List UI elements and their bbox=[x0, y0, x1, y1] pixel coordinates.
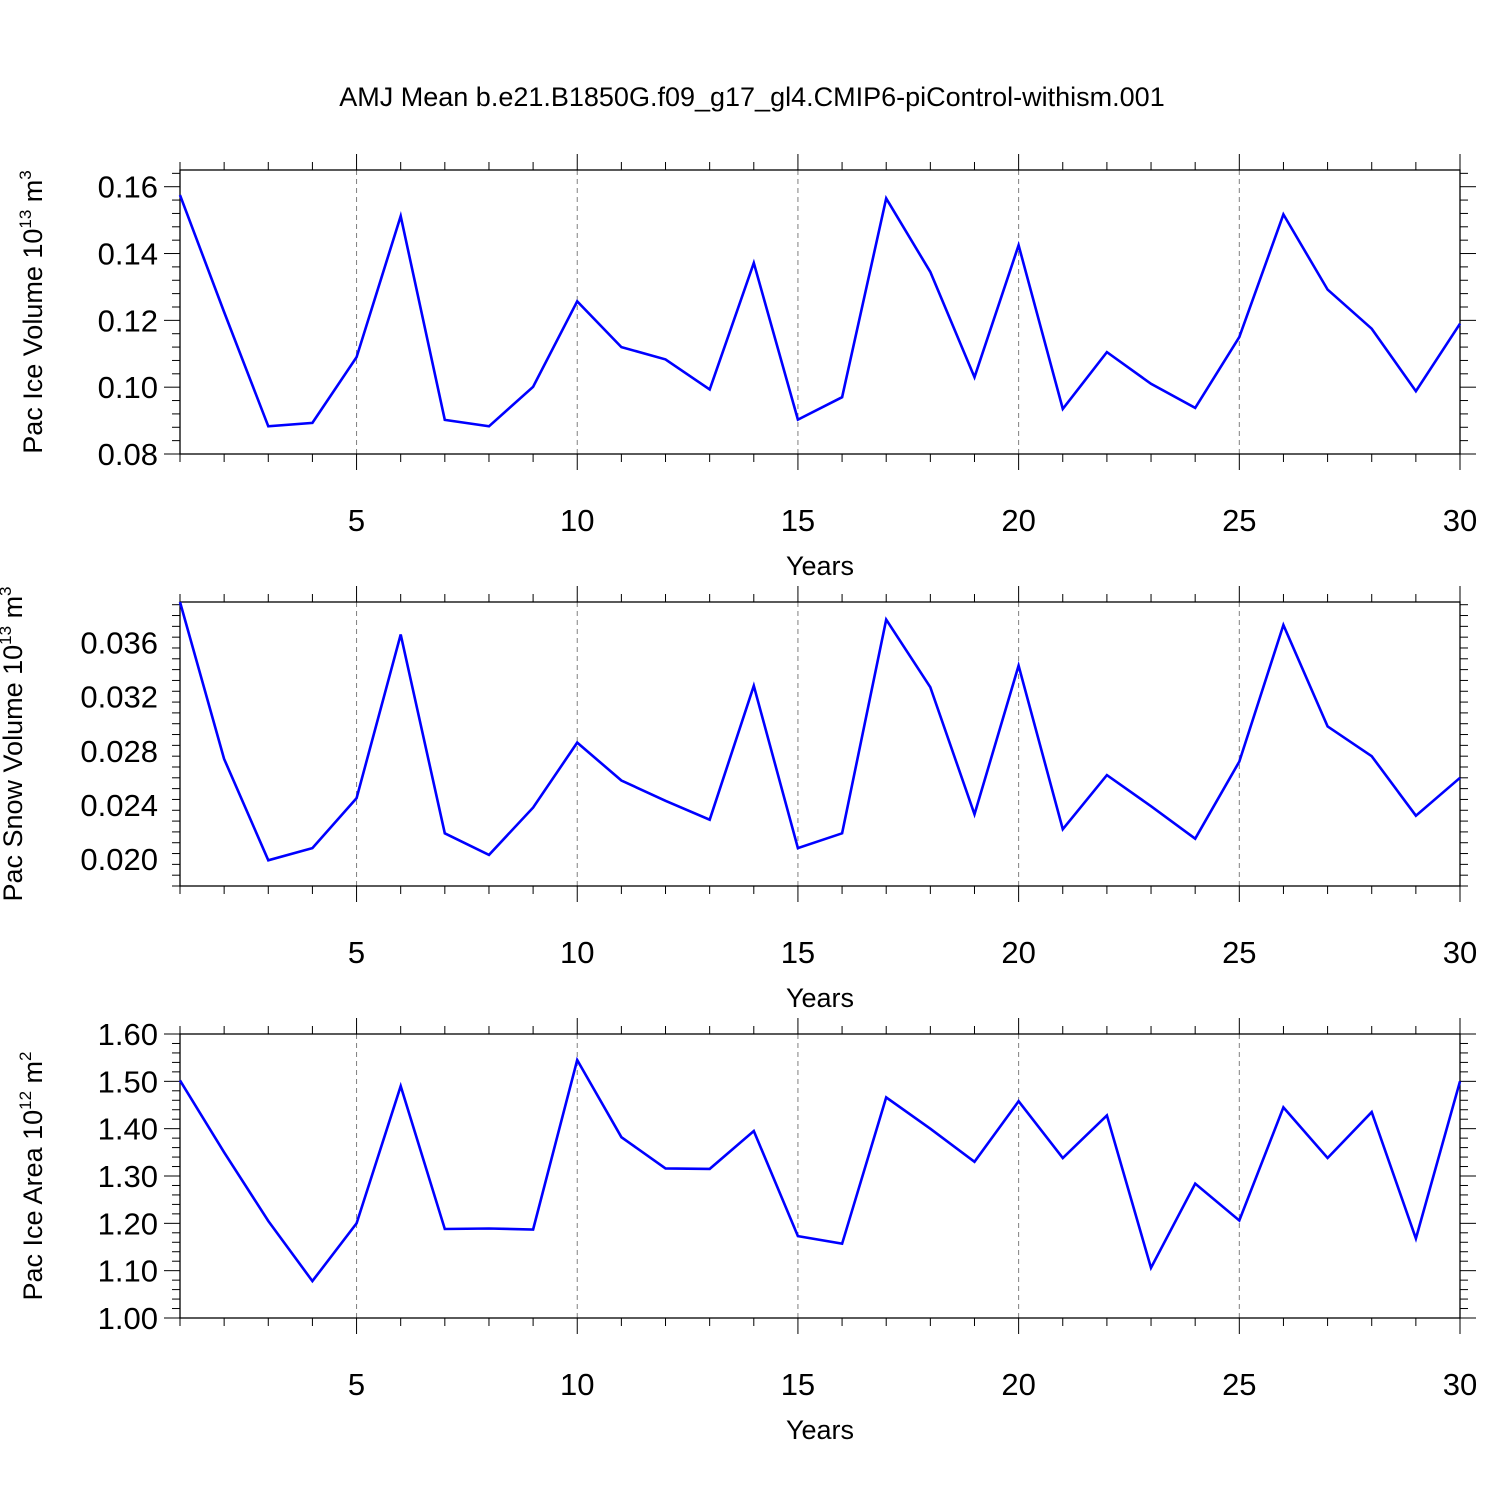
y-axis-label-exponent: 13 bbox=[0, 626, 15, 645]
y-axis-label: Pac Snow Volume 1013 m3 bbox=[0, 586, 28, 901]
y-tick-label: 0.08 bbox=[98, 437, 158, 472]
y-tick-label: 0.020 bbox=[80, 842, 158, 877]
y-tick-label: 0.024 bbox=[80, 788, 158, 823]
x-tick-label: 15 bbox=[781, 1367, 815, 1402]
y-tick-label: 0.028 bbox=[80, 734, 158, 769]
y-tick-label: 1.60 bbox=[98, 1017, 158, 1052]
y-axis-label-unit-exponent: 2 bbox=[16, 1051, 35, 1060]
x-tick-label: 5 bbox=[348, 935, 365, 970]
data-line bbox=[178, 601, 1461, 862]
plot-frame bbox=[179, 1033, 1461, 1319]
y-tick-label: 1.40 bbox=[98, 1112, 158, 1147]
y-tick-label: 1.20 bbox=[98, 1206, 158, 1241]
chart-panel-2: 0.020 0.024 0.028 0.032 0.036 5 10 15 20 25 30 Year… bbox=[0, 586, 1477, 1013]
y-axis-label-unit-exponent: 3 bbox=[0, 586, 15, 595]
y-tick-label: 0.12 bbox=[98, 303, 158, 338]
y-axis-label-unit-exponent: 3 bbox=[16, 170, 35, 179]
x-tick-label: 5 bbox=[348, 1367, 365, 1402]
y-tick-label: 0.14 bbox=[98, 237, 158, 272]
x-tick-label: 15 bbox=[781, 503, 815, 538]
x-tick-label: 10 bbox=[560, 503, 594, 538]
x-tick-label: 25 bbox=[1222, 1367, 1256, 1402]
x-tick-label: 10 bbox=[560, 935, 594, 970]
x-axis-label: Years bbox=[786, 983, 854, 1013]
y-axis-label-text: Pac Snow Volume 10 bbox=[0, 645, 28, 902]
y-tick-label: 1.10 bbox=[98, 1254, 158, 1289]
x-tick-label: 20 bbox=[1001, 503, 1035, 538]
y-axis-label: Pac Ice Volume 1013 m3 bbox=[16, 170, 48, 454]
y-axis-label-unit: m bbox=[18, 1061, 48, 1091]
y-tick-label: 1.00 bbox=[98, 1301, 158, 1336]
y-tick-label: 1.50 bbox=[98, 1064, 158, 1099]
y-axis-label-unit: m bbox=[18, 180, 48, 210]
chart-panel-3: 1.00 1.10 1.20 1.30 1.40 1.50 1.60 5 10 15 20 25 30 Y… bbox=[16, 1017, 1477, 1445]
chart-panel-1: 0.08 0.10 0.12 0.14 0.16 5 10 15 20 25 30 Years Pac … bbox=[16, 154, 1477, 581]
x-tick-label: 10 bbox=[560, 1367, 594, 1402]
x-tick-label: 30 bbox=[1443, 503, 1477, 538]
y-axis-label-text: Pac Ice Volume 10 bbox=[18, 229, 48, 454]
x-tick-label: 20 bbox=[1001, 1367, 1035, 1402]
y-tick-label: 0.032 bbox=[80, 680, 158, 715]
y-axis-label-exponent: 12 bbox=[16, 1091, 35, 1110]
chart-title: AMJ Mean b.e21.B1850G.f09_g17_gl4.CMIP6-… bbox=[339, 82, 1164, 112]
x-axis-label: Years bbox=[786, 1415, 854, 1445]
x-tick-label: 15 bbox=[781, 935, 815, 970]
plot-frame bbox=[179, 601, 1461, 887]
x-tick-label: 30 bbox=[1443, 935, 1477, 970]
y-axis-label-unit: m bbox=[0, 596, 28, 626]
x-axis-label: Years bbox=[786, 551, 854, 581]
x-tick-label: 25 bbox=[1222, 503, 1256, 538]
y-tick-label: 0.036 bbox=[80, 626, 158, 661]
y-tick-label: 0.10 bbox=[98, 370, 158, 405]
y-axis-label-exponent: 13 bbox=[16, 210, 35, 229]
x-tick-label: 20 bbox=[1001, 935, 1035, 970]
data-line bbox=[178, 1056, 1462, 1284]
plot-frame bbox=[179, 169, 1461, 455]
y-axis-label-text: Pac Ice Area 10 bbox=[18, 1110, 48, 1301]
x-tick-label: 30 bbox=[1443, 1367, 1477, 1402]
x-tick-label: 5 bbox=[348, 503, 365, 538]
y-tick-label: 1.30 bbox=[98, 1159, 158, 1194]
data-line bbox=[178, 194, 1462, 428]
y-tick-label: 0.16 bbox=[98, 170, 158, 205]
x-tick-label: 25 bbox=[1222, 935, 1256, 970]
y-axis-label: Pac Ice Area 1012 m2 bbox=[16, 1051, 48, 1300]
panels: 0.080.100.120.140.165 10 15 20 25 30YearsPac … bbox=[0, 154, 1477, 1445]
